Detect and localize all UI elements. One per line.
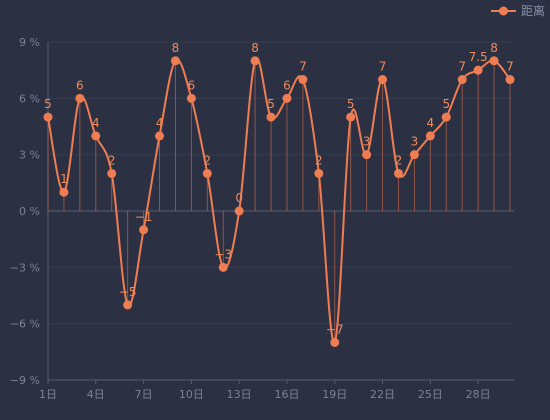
series-line-distance [47,57,511,344]
data-label: 7 [458,60,466,74]
data-point[interactable] [378,75,388,85]
data-label: 4 [427,116,435,130]
x-tick-label: 16日 [274,388,299,401]
x-tick-label: 10日 [179,388,204,401]
y-tick-label: −6 % [10,318,40,331]
x-tick-label: 1日 [39,388,57,401]
data-label: 1 [60,172,68,186]
data-point[interactable] [489,56,499,66]
data-point[interactable] [218,262,228,272]
y-axis-ticks: −9 % −6 % −3 % 0 % 3 % 6 % 9 % [10,36,40,387]
data-label: 6 [76,78,84,92]
data-point[interactable] [314,168,324,178]
data-point[interactable] [123,300,133,310]
data-point[interactable] [170,56,180,66]
data-label: 7.5 [469,50,488,64]
data-point[interactable] [139,225,149,235]
data-point[interactable] [409,150,419,160]
x-tick-label: 25日 [418,388,443,401]
x-tick-label: 7日 [135,388,153,401]
data-point[interactable] [298,75,308,85]
data-label: 6 [188,78,196,92]
value-stems [47,60,511,343]
grid [47,41,514,381]
data-label: −7 [326,322,344,336]
data-label: 8 [490,41,498,55]
data-point[interactable] [250,56,260,66]
data-label: 5 [267,97,275,111]
data-label: 7 [379,60,387,74]
data-label: −5 [119,285,137,299]
legend-dot-marker [499,6,508,16]
data-label: 7 [506,60,514,74]
data-label: −1 [135,210,153,224]
data-point[interactable] [75,93,85,103]
data-point[interactable] [362,150,372,160]
data-point[interactable] [346,112,356,122]
data-point[interactable] [43,112,53,122]
data-point[interactable] [234,206,244,216]
data-label: 0 [235,191,243,205]
y-tick-label: 9 % [19,36,40,49]
data-label: 2 [395,153,403,167]
y-tick-label: 3 % [19,149,40,162]
data-label: 5 [347,97,355,111]
x-tick-label: 19日 [322,388,347,401]
data-label: 5 [44,97,52,111]
data-point[interactable] [91,131,101,141]
x-tick-label: 28日 [466,388,491,401]
data-label: 8 [172,41,180,55]
data-point[interactable] [155,131,165,141]
y-tick-label: 6 % [19,92,40,105]
data-label: 2 [315,153,323,167]
data-label: 2 [108,153,116,167]
data-label: 3 [411,135,419,149]
legend[interactable]: 距离 [491,3,545,18]
data-point[interactable] [457,75,467,85]
y-tick-label: −9 % [10,374,40,387]
x-tick-label: 22日 [370,388,395,401]
y-tick-label: −3 % [10,261,40,274]
x-tick-label: 4日 [87,388,105,401]
data-point[interactable] [282,93,292,103]
data-label: 3 [363,135,371,149]
y-tick-label: 0 % [19,205,40,218]
legend-label: 距离 [521,3,545,18]
data-point[interactable] [441,112,451,122]
data-label: 6 [283,78,291,92]
data-point[interactable] [505,75,515,85]
x-tick-label: 13日 [227,388,252,401]
data-point[interactable] [425,131,435,141]
data-label: 4 [92,116,100,130]
data-label: −3 [214,247,232,261]
data-point[interactable] [59,187,69,197]
data-label: 5 [442,97,450,111]
data-label: 2 [203,153,211,167]
x-axis-ticks: 1日 4日 7日 10日 13日 16日 19日 22日 25日 28日 [39,380,491,401]
data-label: 7 [299,60,307,74]
data-point[interactable] [330,337,340,347]
data-point[interactable] [393,168,403,178]
data-label: 8 [251,41,259,55]
data-point[interactable] [186,93,196,103]
data-label: 4 [156,116,164,130]
data-point[interactable] [266,112,276,122]
data-point[interactable] [473,65,483,75]
data-points [43,56,515,347]
data-point[interactable] [202,168,212,178]
data-point[interactable] [107,168,117,178]
